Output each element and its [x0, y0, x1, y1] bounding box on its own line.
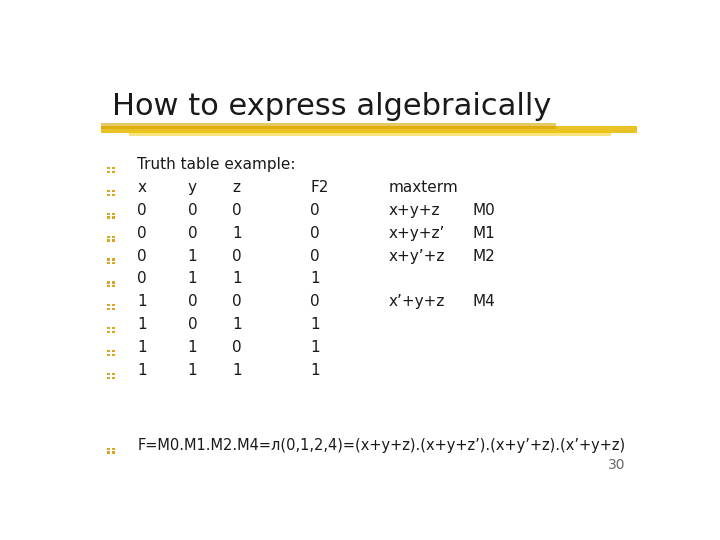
Bar: [107, 350, 109, 352]
Bar: [112, 262, 114, 265]
Text: 30: 30: [608, 458, 626, 472]
Text: x’+y+z: x’+y+z: [389, 294, 445, 309]
Bar: [107, 190, 109, 192]
Text: 1: 1: [138, 340, 147, 355]
Text: Truth table example:: Truth table example:: [138, 157, 296, 172]
Text: M2: M2: [472, 248, 495, 264]
Text: 1: 1: [310, 363, 320, 378]
Text: How to express algebraically: How to express algebraically: [112, 92, 552, 121]
Text: 0: 0: [138, 226, 147, 241]
Text: y: y: [188, 180, 197, 195]
Text: 1: 1: [188, 363, 197, 378]
Text: 0: 0: [310, 294, 320, 309]
Bar: [107, 281, 109, 284]
Text: 1: 1: [138, 317, 147, 332]
Bar: [107, 331, 109, 333]
Bar: [101, 123, 557, 129]
Bar: [112, 213, 114, 215]
Text: x+y’+z: x+y’+z: [389, 248, 445, 264]
Bar: [112, 373, 114, 375]
Bar: [112, 327, 114, 329]
Text: M1: M1: [472, 226, 495, 241]
Text: 0: 0: [188, 294, 197, 309]
Bar: [107, 213, 109, 215]
Bar: [112, 304, 114, 307]
Text: 1: 1: [138, 363, 147, 378]
Text: 1: 1: [310, 340, 320, 355]
Text: 0: 0: [310, 226, 320, 241]
Bar: [107, 235, 109, 238]
Text: 1: 1: [233, 272, 242, 286]
Bar: [112, 376, 114, 379]
Text: 1: 1: [310, 272, 320, 286]
Bar: [112, 217, 114, 219]
Text: 0: 0: [188, 203, 197, 218]
Text: M4: M4: [472, 294, 495, 309]
Bar: [112, 451, 114, 454]
Text: 1: 1: [138, 294, 147, 309]
Bar: [112, 285, 114, 287]
Bar: [112, 308, 114, 310]
Bar: [107, 239, 109, 241]
Bar: [112, 167, 114, 169]
Text: x+y+z: x+y+z: [389, 203, 440, 218]
Text: 1: 1: [188, 248, 197, 264]
Bar: [112, 354, 114, 356]
Text: 1: 1: [310, 317, 320, 332]
Text: 1: 1: [233, 226, 242, 241]
Bar: [107, 262, 109, 265]
Bar: [112, 235, 114, 238]
Bar: [107, 354, 109, 356]
Text: 0: 0: [138, 272, 147, 286]
Text: 1: 1: [188, 340, 197, 355]
Bar: [112, 194, 114, 196]
Bar: [107, 171, 109, 173]
Bar: [112, 331, 114, 333]
Bar: [112, 190, 114, 192]
Bar: [107, 451, 109, 454]
Bar: [112, 350, 114, 352]
Text: maxterm: maxterm: [389, 180, 459, 195]
Text: x: x: [138, 180, 146, 195]
Bar: [112, 259, 114, 261]
Text: x+y+z’: x+y+z’: [389, 226, 445, 241]
Bar: [107, 373, 109, 375]
Bar: [107, 217, 109, 219]
Text: z: z: [233, 180, 240, 195]
Bar: [107, 327, 109, 329]
Text: F2: F2: [310, 180, 329, 195]
Text: 0: 0: [138, 203, 147, 218]
Bar: [107, 376, 109, 379]
Bar: [101, 126, 636, 133]
Text: 0: 0: [138, 248, 147, 264]
Bar: [112, 171, 114, 173]
Bar: [107, 308, 109, 310]
Text: 0: 0: [310, 203, 320, 218]
Bar: [107, 259, 109, 261]
Bar: [112, 281, 114, 284]
Text: 0: 0: [233, 340, 242, 355]
Text: 1: 1: [233, 363, 242, 378]
Bar: [107, 194, 109, 196]
Bar: [112, 239, 114, 241]
Bar: [129, 131, 611, 136]
Text: 1: 1: [188, 272, 197, 286]
Text: 0: 0: [233, 203, 242, 218]
Bar: [112, 448, 114, 450]
Text: 0: 0: [188, 226, 197, 241]
Text: M0: M0: [472, 203, 495, 218]
Bar: [107, 167, 109, 169]
Text: 0: 0: [310, 248, 320, 264]
Text: 1: 1: [233, 317, 242, 332]
Text: 0: 0: [233, 294, 242, 309]
Text: 0: 0: [188, 317, 197, 332]
Bar: [107, 448, 109, 450]
Text: 0: 0: [233, 248, 242, 264]
Text: F=M0.M1.M2.M4=л(0,1,2,4)=(x+y+z).(x+y+z’).(x+y’+z).(x’+y+z): F=M0.M1.M2.M4=л(0,1,2,4)=(x+y+z).(x+y+z’…: [138, 438, 626, 453]
Bar: [107, 304, 109, 307]
Bar: [107, 285, 109, 287]
